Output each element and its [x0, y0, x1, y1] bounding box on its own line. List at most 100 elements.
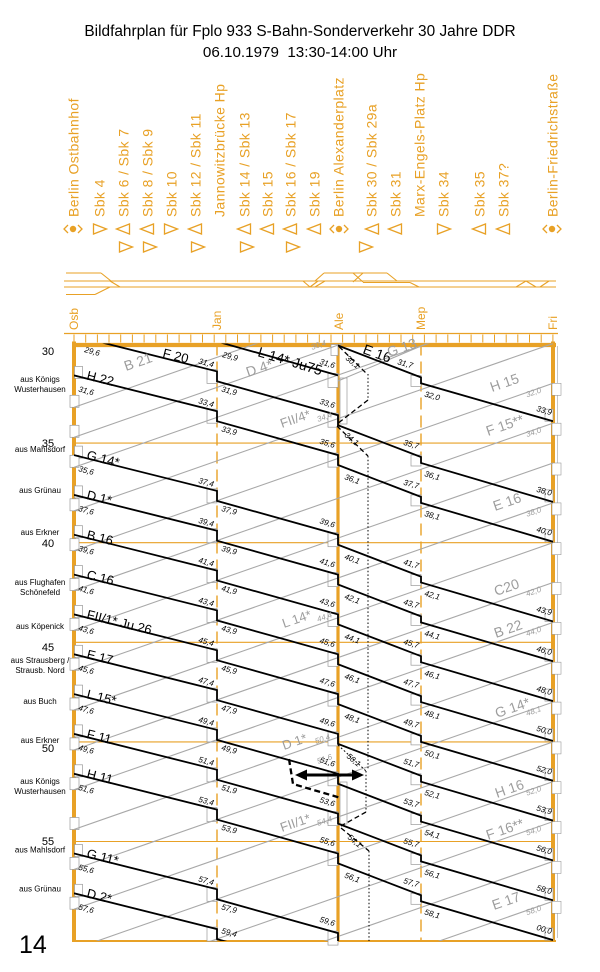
svg-text:58,0: 58,0 [535, 883, 553, 896]
svg-text:37,6: 37,6 [77, 504, 95, 517]
svg-text:41,7: 41,7 [402, 558, 420, 571]
svg-text:49,9: 49,9 [220, 743, 238, 756]
svg-text:51,6: 51,6 [77, 783, 95, 796]
svg-text:32,0: 32,0 [423, 390, 441, 403]
svg-text:33,4: 33,4 [197, 396, 215, 409]
svg-text:Jannowitzbrücke Hp: Jannowitzbrücke Hp [212, 84, 228, 217]
svg-text:53,9: 53,9 [220, 823, 238, 836]
svg-text:45,4: 45,4 [197, 635, 215, 648]
svg-text:C20: C20 [492, 575, 522, 599]
svg-text:55: 55 [42, 836, 54, 848]
svg-text:F 20: F 20 [161, 345, 190, 366]
svg-text:49,4: 49,4 [197, 715, 215, 728]
svg-text:45: 45 [42, 642, 54, 654]
svg-text:Sbk 19: Sbk 19 [307, 171, 323, 217]
svg-text:49,6: 49,6 [77, 743, 95, 756]
svg-text:42,1: 42,1 [423, 589, 440, 602]
svg-text:Berlin Ostbahnhof: Berlin Ostbahnhof [66, 98, 82, 217]
svg-text:37,9: 37,9 [220, 504, 238, 517]
svg-text:Sbk 6 / Sbk 7: Sbk 6 / Sbk 7 [116, 129, 132, 217]
svg-text:31,7: 31,7 [396, 357, 414, 370]
svg-text:43,9: 43,9 [220, 624, 238, 637]
svg-text:41,6: 41,6 [319, 556, 337, 569]
svg-text:31,4: 31,4 [197, 357, 215, 370]
svg-text:31,9: 31,9 [220, 385, 238, 398]
svg-text:aus Königs: aus Königs [20, 375, 60, 384]
svg-text:43,7: 43,7 [402, 597, 420, 610]
svg-text:35,6: 35,6 [319, 437, 337, 450]
svg-text:45,7: 45,7 [402, 637, 420, 650]
svg-text:58,1: 58,1 [423, 908, 440, 921]
svg-text:Strausb. Nord: Strausb. Nord [15, 666, 64, 675]
svg-text:Sbk 30 / Sbk 29a: Sbk 30 / Sbk 29a [364, 104, 380, 217]
svg-text:aus Erkner: aus Erkner [21, 736, 60, 745]
svg-text:43,4: 43,4 [197, 596, 215, 609]
svg-text:E 17: E 17 [85, 647, 115, 668]
svg-text:35,6: 35,6 [77, 464, 95, 477]
svg-text:48,0: 48,0 [535, 684, 553, 697]
svg-text:48,1: 48,1 [423, 708, 440, 721]
svg-text:51,7: 51,7 [402, 757, 420, 770]
svg-text:41,6: 41,6 [77, 584, 95, 597]
svg-text:33,9: 33,9 [535, 404, 553, 417]
svg-text:Fri: Fri [546, 316, 560, 330]
svg-text:29,6: 29,6 [83, 345, 102, 358]
svg-text:57,9: 57,9 [220, 903, 238, 916]
svg-text:Jan: Jan [210, 311, 224, 330]
svg-text:51,6: 51,6 [319, 756, 337, 769]
svg-text:aus Mahlsdorf: aus Mahlsdorf [15, 445, 66, 454]
svg-text:52,1: 52,1 [423, 788, 440, 801]
svg-text:H 22: H 22 [85, 368, 115, 389]
svg-text:33,9: 33,9 [220, 424, 238, 437]
svg-text:50,1: 50,1 [423, 748, 440, 761]
svg-text:Sbk 34: Sbk 34 [436, 171, 452, 217]
svg-text:H 11: H 11 [85, 766, 114, 787]
svg-text:Mep: Mep [414, 306, 428, 330]
svg-text:50,0: 50,0 [535, 724, 553, 737]
svg-text:59,6: 59,6 [319, 915, 337, 928]
svg-text:37,7: 37,7 [402, 478, 420, 491]
svg-text:44,1: 44,1 [423, 629, 440, 642]
svg-text:54,1: 54,1 [423, 828, 440, 841]
svg-text:53,4: 53,4 [197, 795, 215, 808]
svg-text:Sbk 10: Sbk 10 [164, 171, 180, 217]
svg-text:50: 50 [42, 743, 54, 755]
svg-text:30: 30 [42, 346, 54, 358]
svg-text:47,4: 47,4 [197, 675, 215, 688]
svg-text:49,6: 49,6 [319, 716, 337, 729]
svg-text:41,4: 41,4 [197, 556, 215, 569]
svg-text:57,6: 57,6 [77, 903, 95, 916]
svg-text:aus Mahlsdorf: aus Mahlsdorf [15, 846, 66, 855]
svg-text:53,7: 53,7 [402, 797, 420, 810]
svg-text:35,7: 35,7 [402, 438, 420, 451]
svg-text:41,9: 41,9 [220, 584, 238, 597]
svg-text:53,9: 53,9 [535, 804, 553, 817]
svg-text:Osb: Osb [67, 308, 81, 330]
svg-text:40,0: 40,0 [535, 525, 553, 538]
svg-text:06.10.1979 13:30-14:00 Uhr: 06.10.1979 13:30-14:00 Uhr [203, 44, 397, 61]
svg-text:35: 35 [42, 438, 54, 450]
svg-text:56,1: 56,1 [423, 868, 440, 881]
svg-text:36,1: 36,1 [423, 469, 440, 482]
svg-text:Sbk 37?: Sbk 37? [496, 163, 512, 217]
svg-text:43,6: 43,6 [319, 596, 337, 609]
svg-text:Sbk 12 / Sbk 11: Sbk 12 / Sbk 11 [188, 113, 204, 217]
svg-text:45,9: 45,9 [220, 663, 238, 676]
svg-text:Sbk 15: Sbk 15 [260, 171, 276, 217]
svg-text:57,4: 57,4 [197, 875, 215, 888]
svg-text:aus Strausberg /: aus Strausberg / [11, 656, 70, 665]
svg-text:46,1: 46,1 [423, 668, 440, 681]
svg-text:Sbk 16 / Sbk 17: Sbk 16 / Sbk 17 [283, 112, 299, 217]
svg-text:33,6: 33,6 [319, 397, 337, 410]
svg-text:D 2*: D 2* [85, 886, 113, 907]
svg-text:D 1*: D 1* [85, 487, 113, 508]
svg-text:14: 14 [19, 931, 47, 959]
svg-text:45,6: 45,6 [319, 636, 337, 649]
svg-text:aus Grünau: aus Grünau [19, 885, 61, 894]
svg-text:47,9: 47,9 [220, 703, 238, 716]
svg-text:00,0: 00,0 [535, 923, 553, 936]
svg-text:37,4: 37,4 [197, 476, 215, 489]
svg-text:L 15*: L 15* [85, 686, 118, 708]
svg-text:Sbk 4: Sbk 4 [92, 179, 108, 217]
svg-text:Marx-Engels-Platz Hp: Marx-Engels-Platz Hp [412, 73, 428, 217]
